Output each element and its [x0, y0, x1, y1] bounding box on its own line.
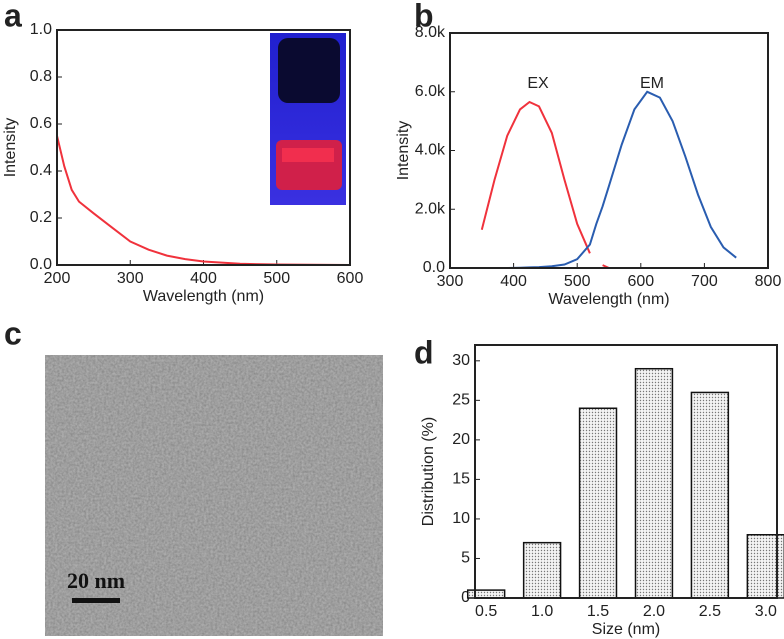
- y-tick-label: 25: [452, 392, 470, 409]
- y-tick-label: 2.0k: [415, 200, 446, 217]
- y-tick-label: 0.0: [30, 256, 52, 273]
- scale-bar-label: 20 nm: [67, 568, 125, 593]
- x-tick-label: 1.0: [531, 603, 553, 620]
- x-axis-label: Size (nm): [592, 621, 660, 638]
- x-tick-label: 400: [190, 270, 217, 287]
- y-tick-label: 0.6: [30, 115, 52, 132]
- x-tick-label: 1.5: [587, 603, 609, 620]
- x-tick-label: 3.0: [755, 603, 777, 620]
- x-axis-label: Wavelength (nm): [143, 288, 264, 305]
- annotation: EX: [527, 75, 549, 92]
- y-tick-label: 30: [452, 352, 470, 369]
- x-tick-label: 600: [337, 270, 364, 287]
- x-tick-label: 2.0: [643, 603, 665, 620]
- y-axis-label: Intensity: [2, 118, 19, 178]
- bar: [690, 391, 730, 599]
- x-tick-label: 300: [437, 273, 464, 290]
- x-tick-label: 500: [564, 273, 591, 290]
- panel-label: a: [4, 0, 22, 33]
- y-tick-label: 0.2: [30, 209, 52, 226]
- y-tick-label: 0: [461, 589, 470, 606]
- x-tick-label: 200: [44, 270, 71, 287]
- y-tick-label: 1.0: [30, 21, 52, 38]
- x-tick-label: 600: [627, 273, 654, 290]
- x-tick-label: 700: [691, 273, 718, 290]
- y-tick-label: 10: [452, 510, 470, 527]
- y-tick-label: 0.4: [30, 162, 52, 179]
- inset-photo: [270, 33, 346, 205]
- bar: [466, 589, 506, 599]
- bar: [578, 407, 618, 599]
- bar: [634, 367, 674, 599]
- y-tick-label: 0.0: [423, 259, 445, 276]
- x-tick-label: 800: [755, 273, 782, 290]
- y-tick-label: 8.0k: [415, 24, 446, 41]
- plot-frame: [56, 29, 351, 266]
- x-tick-label: 300: [117, 270, 144, 287]
- bar: [746, 534, 784, 599]
- panel-label: c: [4, 315, 22, 351]
- x-tick-label: 2.5: [699, 603, 721, 620]
- y-tick-label: 4.0k: [415, 142, 446, 159]
- y-axis-label: Intensity: [395, 121, 412, 181]
- panel-label: d: [414, 334, 434, 370]
- x-tick-label: 0.5: [475, 603, 497, 620]
- plot-frame: [474, 344, 778, 599]
- x-tick-label: 500: [263, 270, 290, 287]
- y-tick-label: 0.8: [30, 68, 52, 85]
- annotation: EM: [640, 75, 664, 92]
- y-axis-label: Distribution (%): [420, 417, 437, 526]
- x-axis-label: Wavelength (nm): [548, 291, 669, 308]
- tem-image: [45, 355, 383, 636]
- y-tick-label: 5: [461, 550, 470, 567]
- y-tick-label: 20: [452, 431, 470, 448]
- y-tick-label: 15: [452, 471, 470, 488]
- line-series: [481, 90, 737, 269]
- panel-label: b: [414, 0, 434, 33]
- x-tick-label: 400: [500, 273, 527, 290]
- plot-frame: [449, 32, 769, 269]
- y-tick-label: 6.0k: [415, 83, 446, 100]
- bar: [522, 541, 562, 599]
